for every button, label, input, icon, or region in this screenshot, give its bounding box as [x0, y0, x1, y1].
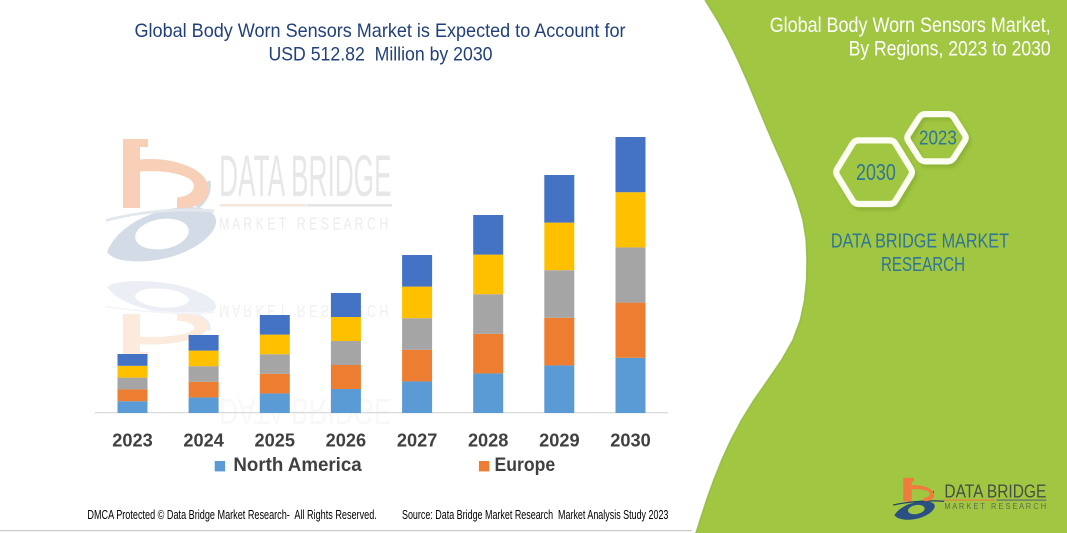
- svg-text:M A R K E T R E S E A R C H: M A R K E T R E S E A R C H: [219, 214, 388, 234]
- svg-text:2024: 2024: [183, 429, 224, 450]
- svg-text:RESEARCH: RESEARCH: [881, 254, 965, 276]
- svg-text:2028: 2028: [468, 429, 509, 450]
- svg-text:M A R K E T R E S E A R C H: M A R K E T R E S E A R C H: [944, 502, 1046, 511]
- svg-text:Global Body Worn Sensors Marke: Global Body Worn Sensors Market is Expec…: [135, 20, 626, 42]
- svg-text:2027: 2027: [397, 429, 438, 450]
- svg-text:2029: 2029: [539, 429, 580, 450]
- svg-text:Europe: Europe: [495, 455, 556, 476]
- svg-text:By Regions, 2023 to 2030: By Regions, 2023 to 2030: [849, 37, 1051, 61]
- svg-text:DATA BRIDGE: DATA BRIDGE: [944, 482, 1046, 503]
- svg-text:2023: 2023: [919, 127, 957, 149]
- svg-text:North America: North America: [233, 455, 362, 476]
- svg-text:2030: 2030: [856, 159, 896, 185]
- svg-text:2025: 2025: [255, 429, 296, 450]
- svg-text:Source: Data Bridge Market Res: Source: Data Bridge Market Research Mark…: [402, 508, 668, 522]
- svg-text:Global Body Worn Sensors Marke: Global Body Worn Sensors Market,: [770, 13, 1051, 37]
- svg-text:2030: 2030: [610, 429, 651, 450]
- svg-text:DATA BRIDGE MARKET: DATA BRIDGE MARKET: [831, 231, 1009, 253]
- svg-text:DMCA Protected © Data Bridge M: DMCA Protected © Data Bridge Market Rese…: [87, 508, 376, 522]
- svg-text:2026: 2026: [326, 429, 367, 450]
- svg-text:2023: 2023: [112, 429, 153, 450]
- svg-text:DATA BRIDGE: DATA BRIDGE: [219, 144, 392, 209]
- svg-text:USD 512.82 Million by 2030: USD 512.82 Million by 2030: [269, 44, 493, 66]
- svg-text:DATA BRIDGE: DATA BRIDGE: [219, 391, 392, 432]
